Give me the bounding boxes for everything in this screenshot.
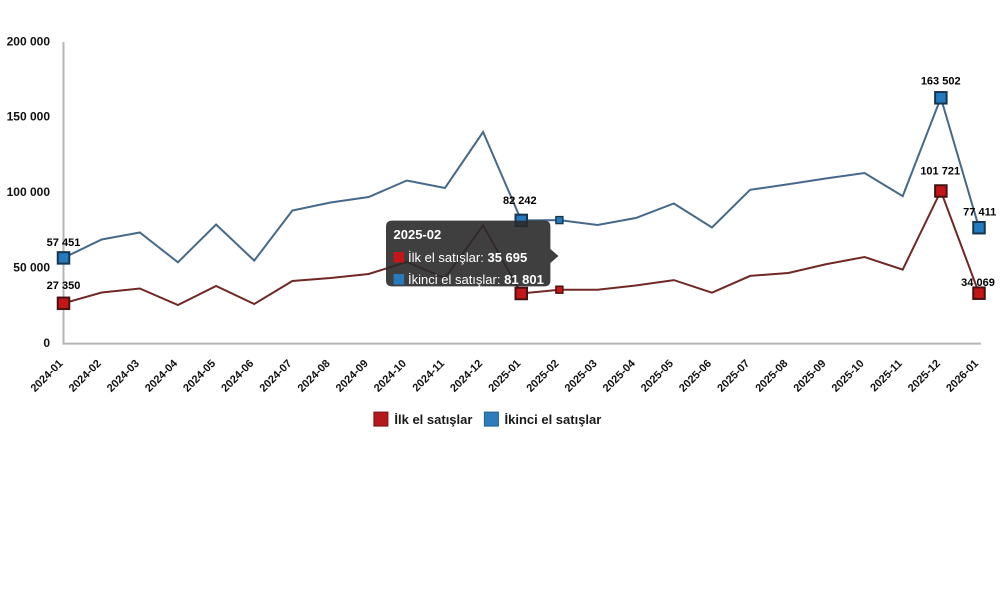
svg-text:82 242: 82 242 (503, 195, 537, 207)
svg-text:57 451: 57 451 (47, 237, 81, 249)
svg-text:34 069: 34 069 (961, 277, 995, 289)
svg-text:50 000: 50 000 (13, 261, 50, 275)
svg-text:27 350: 27 350 (47, 280, 81, 292)
svg-text:100 000: 100 000 (7, 185, 51, 199)
svg-text:İlk el satışlar: 35 695: İlk el satışlar: 35 695 (408, 250, 527, 265)
svg-text:101 721: 101 721 (920, 166, 960, 178)
svg-text:163 502: 163 502 (921, 76, 961, 88)
svg-text:İkinci el satışlar: 81 801: İkinci el satışlar: 81 801 (408, 272, 544, 287)
svg-text:77 411: 77 411 (963, 207, 996, 219)
svg-text:0: 0 (43, 336, 50, 350)
svg-text:200 000: 200 000 (7, 35, 51, 49)
svg-text:İlk el satışlar: İlk el satışlar (394, 412, 472, 427)
svg-text:150 000: 150 000 (7, 110, 51, 124)
svg-text:İkinci el satışlar: İkinci el satışlar (505, 412, 602, 427)
svg-text:2025-02: 2025-02 (394, 227, 442, 242)
